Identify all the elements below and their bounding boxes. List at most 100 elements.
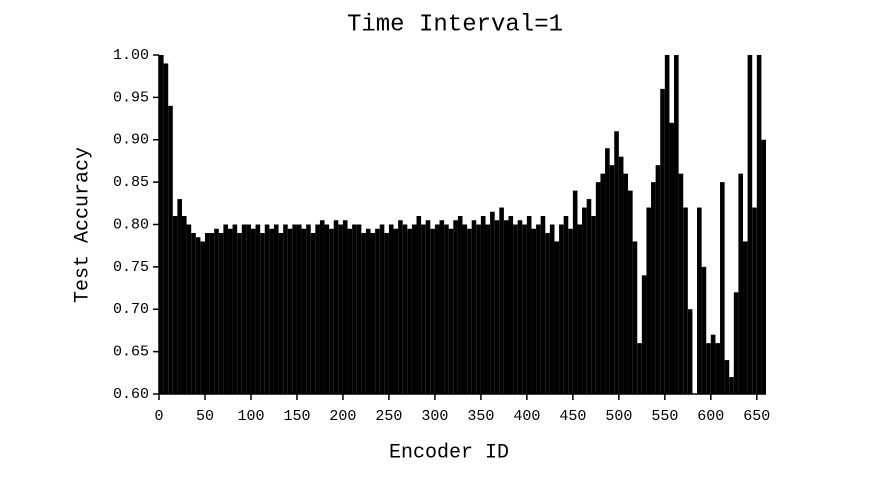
bar: [218, 232, 224, 394]
bar: [434, 224, 440, 394]
bar: [407, 228, 412, 394]
bar: [605, 148, 610, 394]
bar: [724, 360, 730, 394]
y-tick-label: 0.85: [113, 174, 149, 191]
bar: [453, 220, 458, 394]
bar: [421, 224, 426, 394]
bar: [559, 224, 564, 394]
bar: [710, 334, 716, 394]
bar: [563, 216, 569, 394]
bar: [729, 377, 734, 394]
bar: [738, 173, 744, 394]
y-tick-label: 0.65: [113, 344, 149, 361]
bar: [260, 232, 265, 394]
bar: [209, 232, 215, 394]
bar: [678, 173, 684, 394]
bar: [577, 224, 583, 394]
bar: [582, 207, 587, 394]
bar: [172, 216, 178, 394]
y-axis-label: Test Accuracy: [71, 147, 94, 303]
chart-title: Time Interval=1: [347, 11, 563, 38]
bar: [356, 224, 362, 394]
bar: [283, 224, 288, 394]
y-tick-label: 0.95: [113, 89, 149, 106]
bar: [241, 224, 247, 394]
bar: [296, 224, 302, 394]
bar: [425, 220, 431, 394]
bar: [471, 220, 477, 394]
bar: [490, 211, 495, 394]
bar: [306, 224, 311, 394]
bar: [177, 199, 182, 394]
bar: [618, 156, 624, 394]
bar: [733, 292, 739, 394]
bar: [365, 228, 371, 394]
bar: [674, 55, 679, 394]
bar: [549, 224, 555, 394]
bar: [600, 173, 606, 394]
bar: [701, 266, 707, 394]
y-tick-label: 0.90: [113, 132, 149, 149]
bar: [572, 190, 578, 394]
x-tick-label: 250: [375, 408, 402, 425]
bar: [319, 220, 325, 394]
bar: [159, 55, 164, 394]
bar: [342, 220, 348, 394]
bar: [669, 122, 675, 395]
bar: [756, 55, 762, 394]
bar: [531, 228, 537, 394]
x-tick-label: 400: [513, 408, 540, 425]
bar: [186, 224, 192, 394]
bar: [402, 224, 408, 394]
bar: [641, 275, 647, 394]
bar: [232, 224, 238, 394]
bar: [191, 232, 196, 394]
bar: [379, 224, 385, 394]
y-tick-label: 1.00: [113, 47, 149, 64]
bar: [448, 228, 454, 394]
bar: [375, 228, 380, 394]
x-tick-label: 300: [421, 408, 448, 425]
bar: [329, 228, 334, 394]
x-tick-label: 50: [196, 408, 214, 425]
x-tick-label: 500: [605, 408, 632, 425]
bar: [246, 224, 251, 394]
bar: [545, 232, 550, 394]
bar: [609, 165, 615, 394]
bar: [526, 216, 532, 394]
y-tick-label: 0.60: [113, 386, 149, 403]
bar: [430, 228, 435, 394]
bar: [664, 55, 670, 394]
bar: [264, 224, 270, 394]
x-tick-label: 600: [697, 408, 724, 425]
bar: [660, 88, 665, 395]
bar: [439, 220, 445, 394]
x-tick-label: 150: [283, 408, 310, 425]
bar: [536, 224, 541, 394]
bar: [646, 207, 652, 394]
bar: [227, 228, 233, 394]
bar: [333, 220, 339, 394]
bar: [411, 224, 417, 394]
bar: [743, 241, 748, 394]
bar: [416, 216, 422, 394]
bar: [513, 224, 518, 394]
bar: [361, 232, 366, 394]
bar: [637, 343, 642, 394]
bar: [462, 224, 468, 394]
x-axis-label: Encoder ID: [389, 441, 509, 464]
bar: [310, 232, 316, 394]
bar: [503, 220, 509, 394]
bar: [752, 207, 757, 394]
bar: [522, 224, 527, 394]
bar: [476, 224, 481, 394]
bar: [623, 173, 629, 394]
bar: [632, 241, 638, 394]
bar: [480, 216, 486, 394]
y-tick-label: 0.80: [113, 216, 149, 233]
bar: [384, 232, 389, 394]
x-tick-label: 450: [559, 408, 586, 425]
bar: [237, 232, 242, 394]
bar: [255, 224, 261, 394]
